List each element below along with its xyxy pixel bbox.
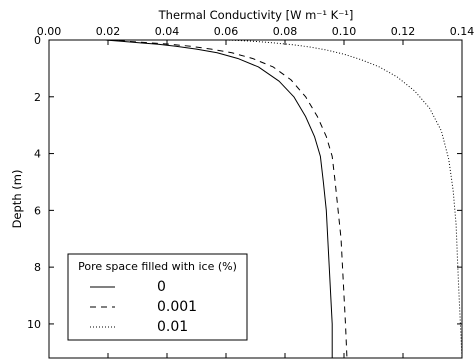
x-tick-label: 0.14 xyxy=(450,25,475,38)
series-line-dotted xyxy=(225,40,462,358)
x-tick-label: 0.08 xyxy=(273,25,298,38)
x-tick-label: 0.12 xyxy=(391,25,416,38)
legend-label-2: 0.01 xyxy=(157,319,188,335)
x-axis-label: Thermal Conductivity [W m⁻¹ K⁻¹] xyxy=(158,8,354,22)
legend: Pore space filled with ice (%) 0 0.001 0… xyxy=(67,253,248,341)
y-tick-label: 10 xyxy=(27,318,41,331)
y-tick-label: 4 xyxy=(34,148,41,161)
y-tick-label: 6 xyxy=(34,204,41,217)
series-layer xyxy=(105,40,462,358)
series-line-solid xyxy=(105,40,333,358)
x-tick-label: 0.06 xyxy=(214,25,239,38)
y-axis-label: Depth (m) xyxy=(10,170,24,229)
y-tick-label: 8 xyxy=(34,261,41,274)
x-tick-label: 0.02 xyxy=(96,25,121,38)
legend-label-1: 0.001 xyxy=(157,299,197,315)
x-axis-ticks: 0.00 0.02 0.04 0.06 0.08 0.10 0.12 0.14 xyxy=(37,25,475,358)
plot-frame xyxy=(48,39,463,359)
x-tick-label: 0.00 xyxy=(37,25,62,38)
legend-box xyxy=(67,253,248,341)
legend-label-0: 0 xyxy=(157,279,166,295)
y-tick-label: 2 xyxy=(34,91,41,104)
series-line-dashed xyxy=(107,40,348,358)
legend-title: Pore space filled with ice (%) xyxy=(78,260,237,273)
y-tick-label: 0 xyxy=(34,34,41,47)
y-axis-ticks: 0 2 4 6 8 10 xyxy=(27,34,462,331)
x-tick-label: 0.10 xyxy=(332,25,357,38)
x-tick-label: 0.04 xyxy=(155,25,180,38)
